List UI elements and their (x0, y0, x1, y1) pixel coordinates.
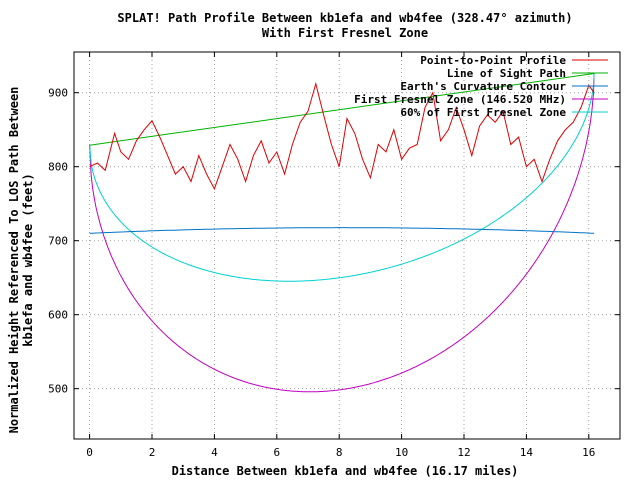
series-layer (89, 73, 595, 393)
x-tick-label: 4 (211, 446, 218, 459)
y-tick-label: 500 (48, 383, 68, 396)
earth-curvature-line (89, 227, 595, 234)
x-tick-label: 2 (149, 446, 156, 459)
x-tick-label: 14 (520, 446, 534, 459)
x-axis-label: Distance Between kb1efa and wb4fee (16.1… (172, 464, 519, 478)
chart-subtitle: With First Fresnel Zone (262, 26, 428, 40)
y-axis-label-line1: Normalized Height Referenced To LOS Path… (7, 87, 21, 434)
legend-label: Earth's Curvature Contour (400, 80, 566, 93)
x-tick-label: 12 (457, 446, 470, 459)
y-tick-label: 800 (48, 161, 68, 174)
legend-label: Point-to-Point Profile (420, 54, 566, 67)
y-tick-label: 900 (48, 87, 68, 100)
chart-title: SPLAT! Path Profile Between kb1efa and w… (117, 11, 572, 25)
x-tick-label: 0 (86, 446, 93, 459)
x-tick-label: 16 (582, 446, 595, 459)
x-tick-label: 10 (395, 446, 408, 459)
legend-label: 60% of First Fresnel Zone (400, 106, 566, 119)
tick-labels: 0 2 4 6 8 10 12 14 16 500 600 700 800 900 (48, 87, 595, 459)
fresnel-zone-line (89, 73, 595, 393)
y-tick-label: 600 (48, 309, 68, 322)
terrain-profile-line (89, 81, 595, 191)
fresnel-60-line (89, 73, 595, 282)
plot-border (73, 51, 621, 440)
x-tick-label: 6 (273, 446, 280, 459)
legend-label: First Fresnel Zone (146.520 MHz) (354, 93, 566, 106)
x-tick-label: 8 (336, 446, 343, 459)
legend-label: Line of Sight Path (447, 67, 566, 80)
y-axis-label-line2: kb1efa and wb4fee (feet) (21, 173, 35, 346)
y-tick-label: 700 (48, 235, 68, 248)
line-of-sight-line (89, 73, 595, 146)
